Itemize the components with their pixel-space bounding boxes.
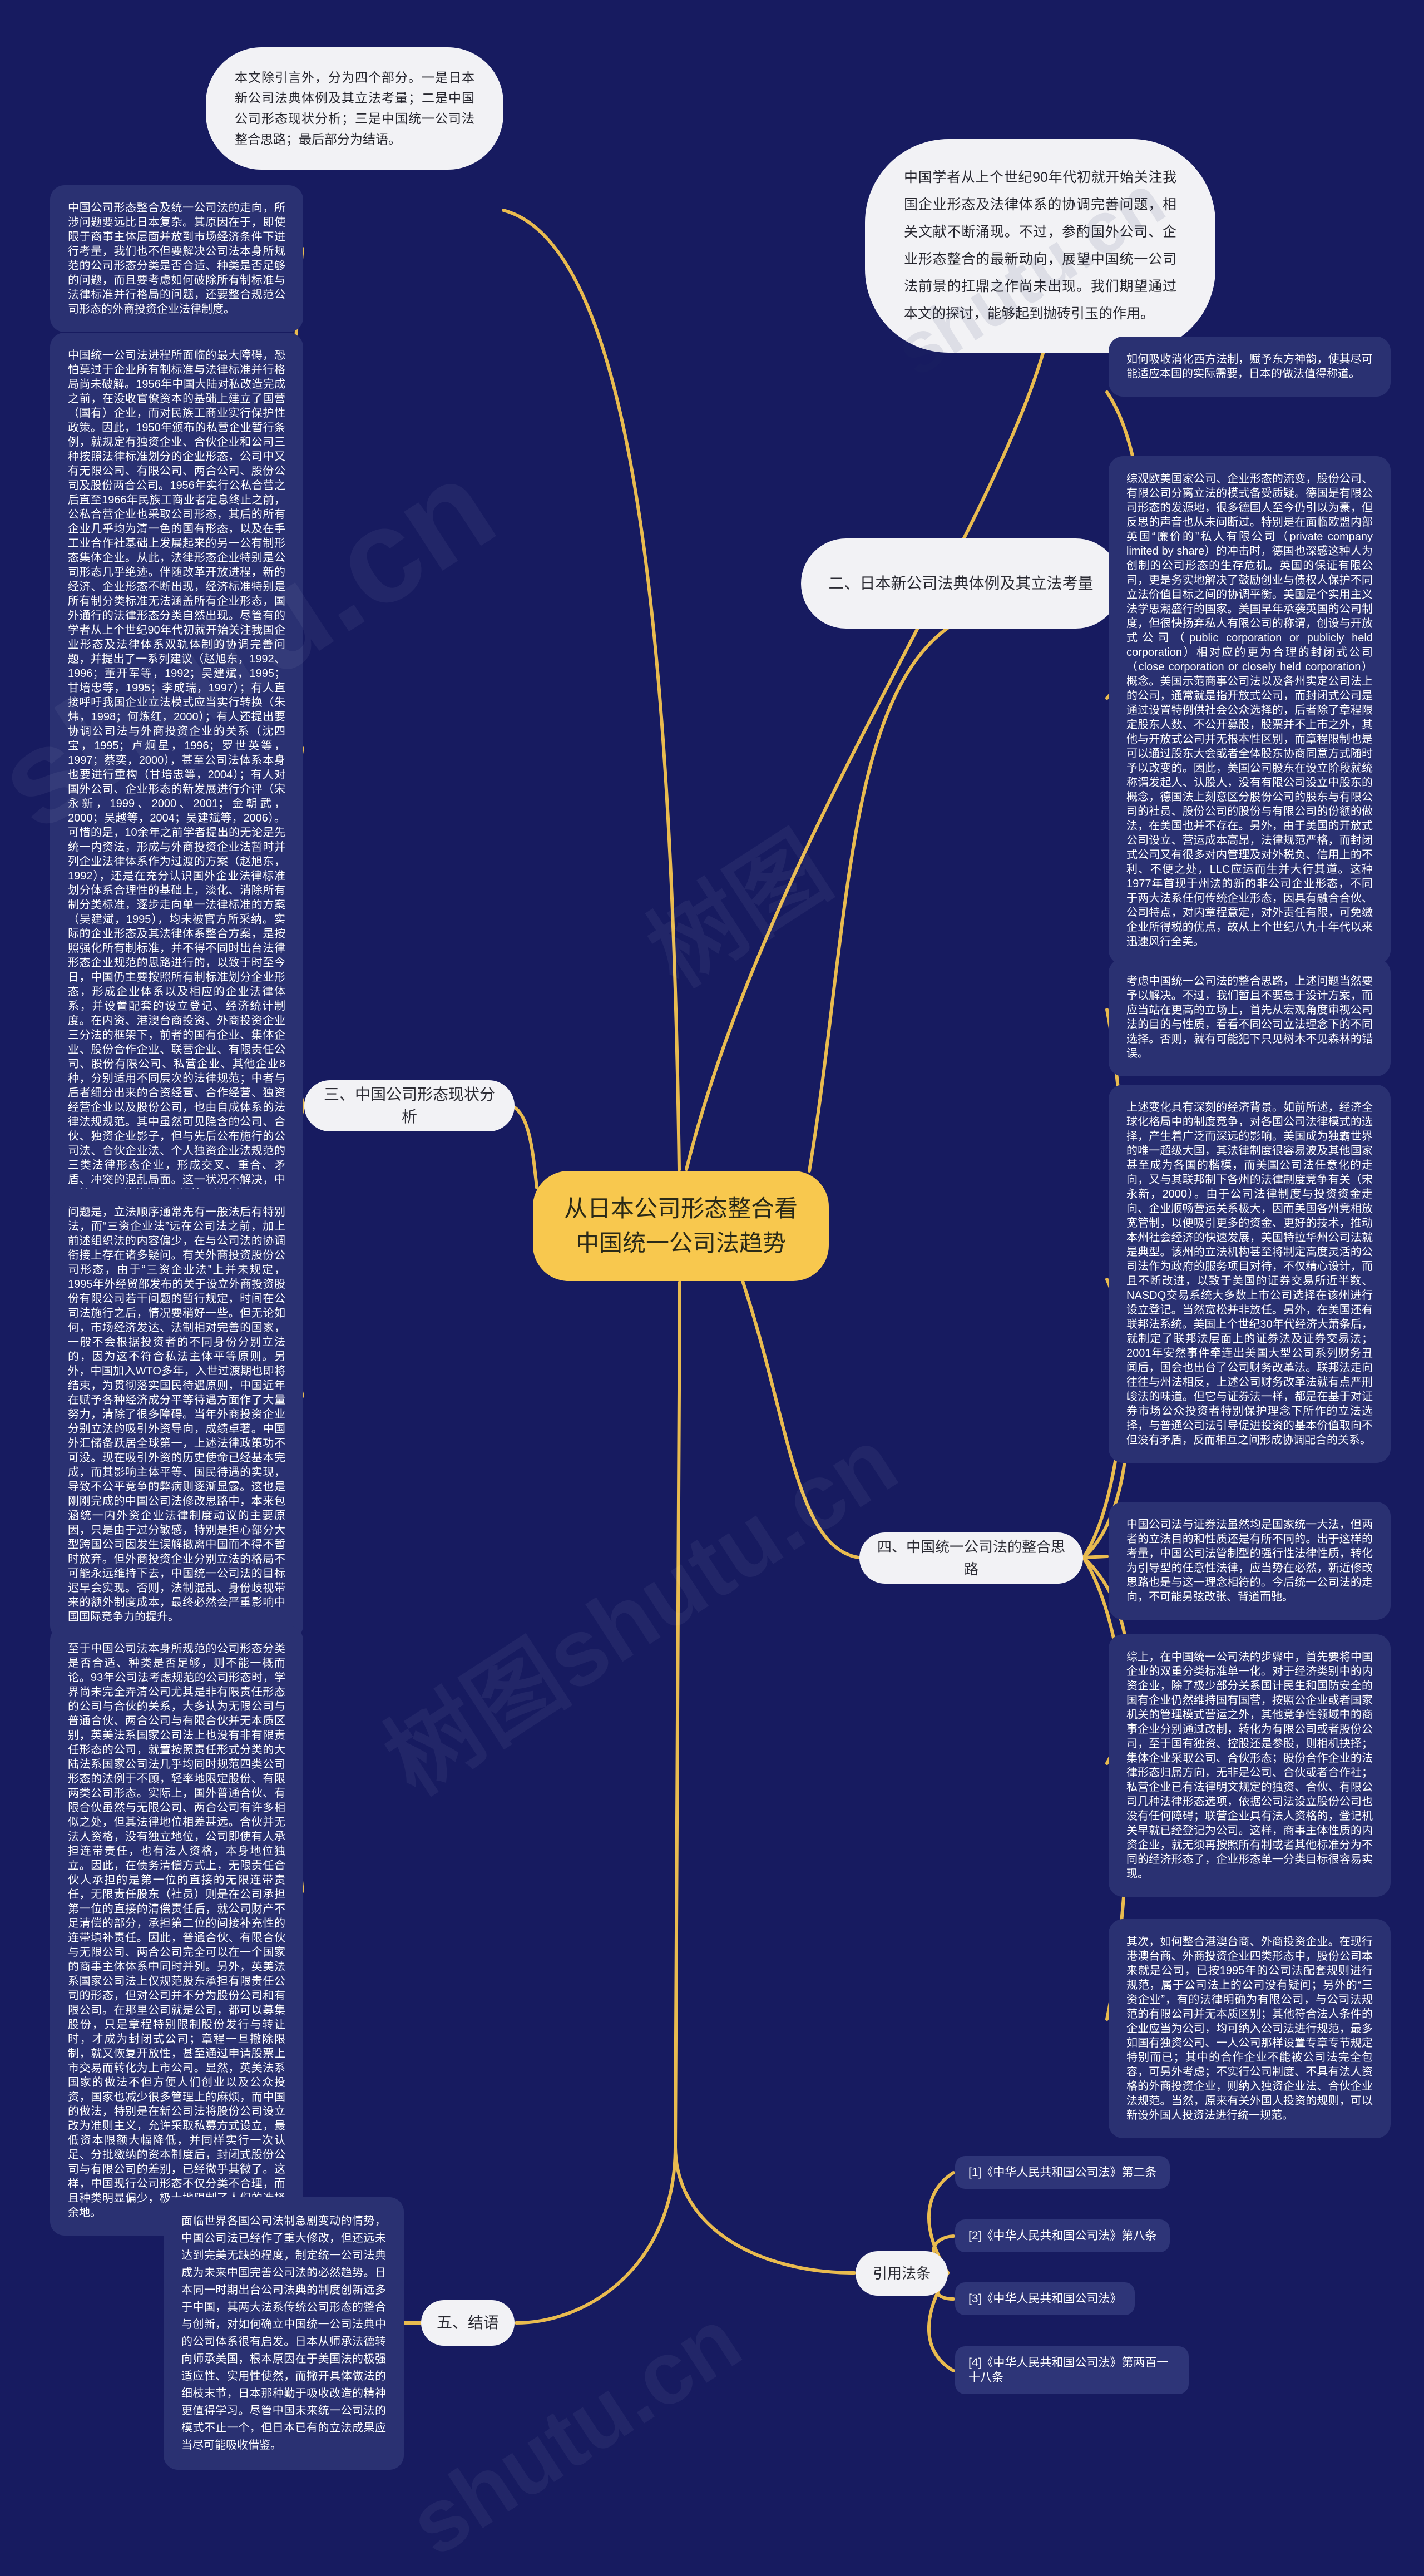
root-topic[interactable]: 从日本公司形态整合看中国统一公司法趋势 — [533, 1171, 829, 1281]
connector-integration-note-3 — [1082, 1555, 1109, 1559]
note-western-company-forms[interactable]: 综观欧美国家公司、企业形态的流变，股份公司、有限公司分离立法的模式备受质疑。德国… — [1109, 456, 1391, 965]
branch-node-integration[interactable]: 四、中国统一公司法的整合思路 — [859, 1532, 1083, 1584]
note-company-classification-analysis[interactable]: 至于中国公司法本身所规范的公司形态分类是否合适、种类是否足够，则不能一概而论。9… — [50, 1626, 303, 2236]
mindmap-canvas: 本文除引言外，分为四个部分。一是日本新公司法典体例及其立法考量；二是中国公司形态… — [0, 47, 1391, 2574]
note-legislation-order-problem[interactable]: 问题是，立法顺序通常先有一般法后有特别法，而“三资企业法”远在公司法之前，加上前… — [50, 1189, 303, 1640]
branch-node-citations[interactable]: 引用法条 — [856, 2251, 948, 2296]
note-japan-approach[interactable]: 如何吸收消化西方法制，赋予东方神韵，使其尽可能适应本国的实际需要，日本的做法值得… — [1109, 337, 1391, 397]
note-ownership-vs-legal-standard[interactable]: 中国统一公司法进程所面临的最大障碍，恐怕莫过于企业所有制标准与法律标准并行格局尚… — [50, 333, 303, 1217]
citation-item-1[interactable]: [1]《中华人民共和国公司法》第二条 — [955, 2156, 1170, 2189]
citation-item-4[interactable]: [4]《中华人民共和国公司法》第两百一十八条 — [955, 2346, 1189, 2394]
note-research-background[interactable]: 中国学者从上个世纪90年代初就开始关注我国企业形态及法律体系的协调完善问题，相关… — [865, 139, 1215, 353]
note-unify-classification-standard[interactable]: 综上，在中国统一公司法的步骤中，首先要将中国企业的双重分类标准单一化。对于经济类… — [1109, 1634, 1391, 1897]
note-china-complexity[interactable]: 中国公司形态整合及统一公司法的走向，所涉问题要远比日本复杂。其原因在于，即使限于… — [50, 185, 303, 332]
note-article-outline[interactable]: 本文除引言外，分为四个部分。一是日本新公司法典体例及其立法考量；二是中国公司形态… — [206, 47, 503, 170]
note-integrate-foreign-invested[interactable]: 其次，如何整合港澳台商、外商投资企业。在现行港澳台商、外商投资企业四类形态中，股… — [1109, 1919, 1391, 2138]
branch-node-conclusion[interactable]: 五、结语 — [421, 2300, 515, 2346]
citation-item-3[interactable]: [3]《中华人民共和国公司法》 — [955, 2282, 1135, 2315]
note-economic-background[interactable]: 上述变化具有深刻的经济背景。如前所述，经济全球化格局中的制度竞争，对各国公司法律… — [1109, 1085, 1391, 1463]
connector-root-to-branch-citations — [674, 2145, 856, 2275]
note-conclusion[interactable]: 面临世界各国公司法制急剧变动的情势，中国公司法已经作了重大修改，但还远未达到完美… — [164, 2197, 404, 2470]
note-company-vs-securities-law[interactable]: 中国公司法与证券法虽然均是国家统一大法，但两者的立法目的和性质还是有所不同的。出… — [1109, 1502, 1391, 1620]
note-integration-standpoint[interactable]: 考虑中国统一公司法的整合思路，上述问题当然要予以解决。不过，我们暂且不要急于设计… — [1109, 958, 1391, 1076]
connector-background-to-root — [685, 305, 1056, 1171]
connector-root-to-branch-integration — [741, 1279, 860, 1559]
citation-item-2[interactable]: [2]《中华人民共和国公司法》第八条 — [955, 2219, 1170, 2252]
connector-root-to-branch-japan — [808, 626, 950, 1173]
connector-status-to-root — [512, 1105, 538, 1189]
connector-root-to-branch-conclusion — [515, 1280, 681, 2325]
branch-node-japan[interactable]: 二、日本新公司法典体例及其立法考量 — [801, 538, 1121, 629]
connector-outline-to-root — [502, 209, 681, 1171]
branch-node-status[interactable]: 三、中国公司形态现状分析 — [304, 1080, 515, 1131]
